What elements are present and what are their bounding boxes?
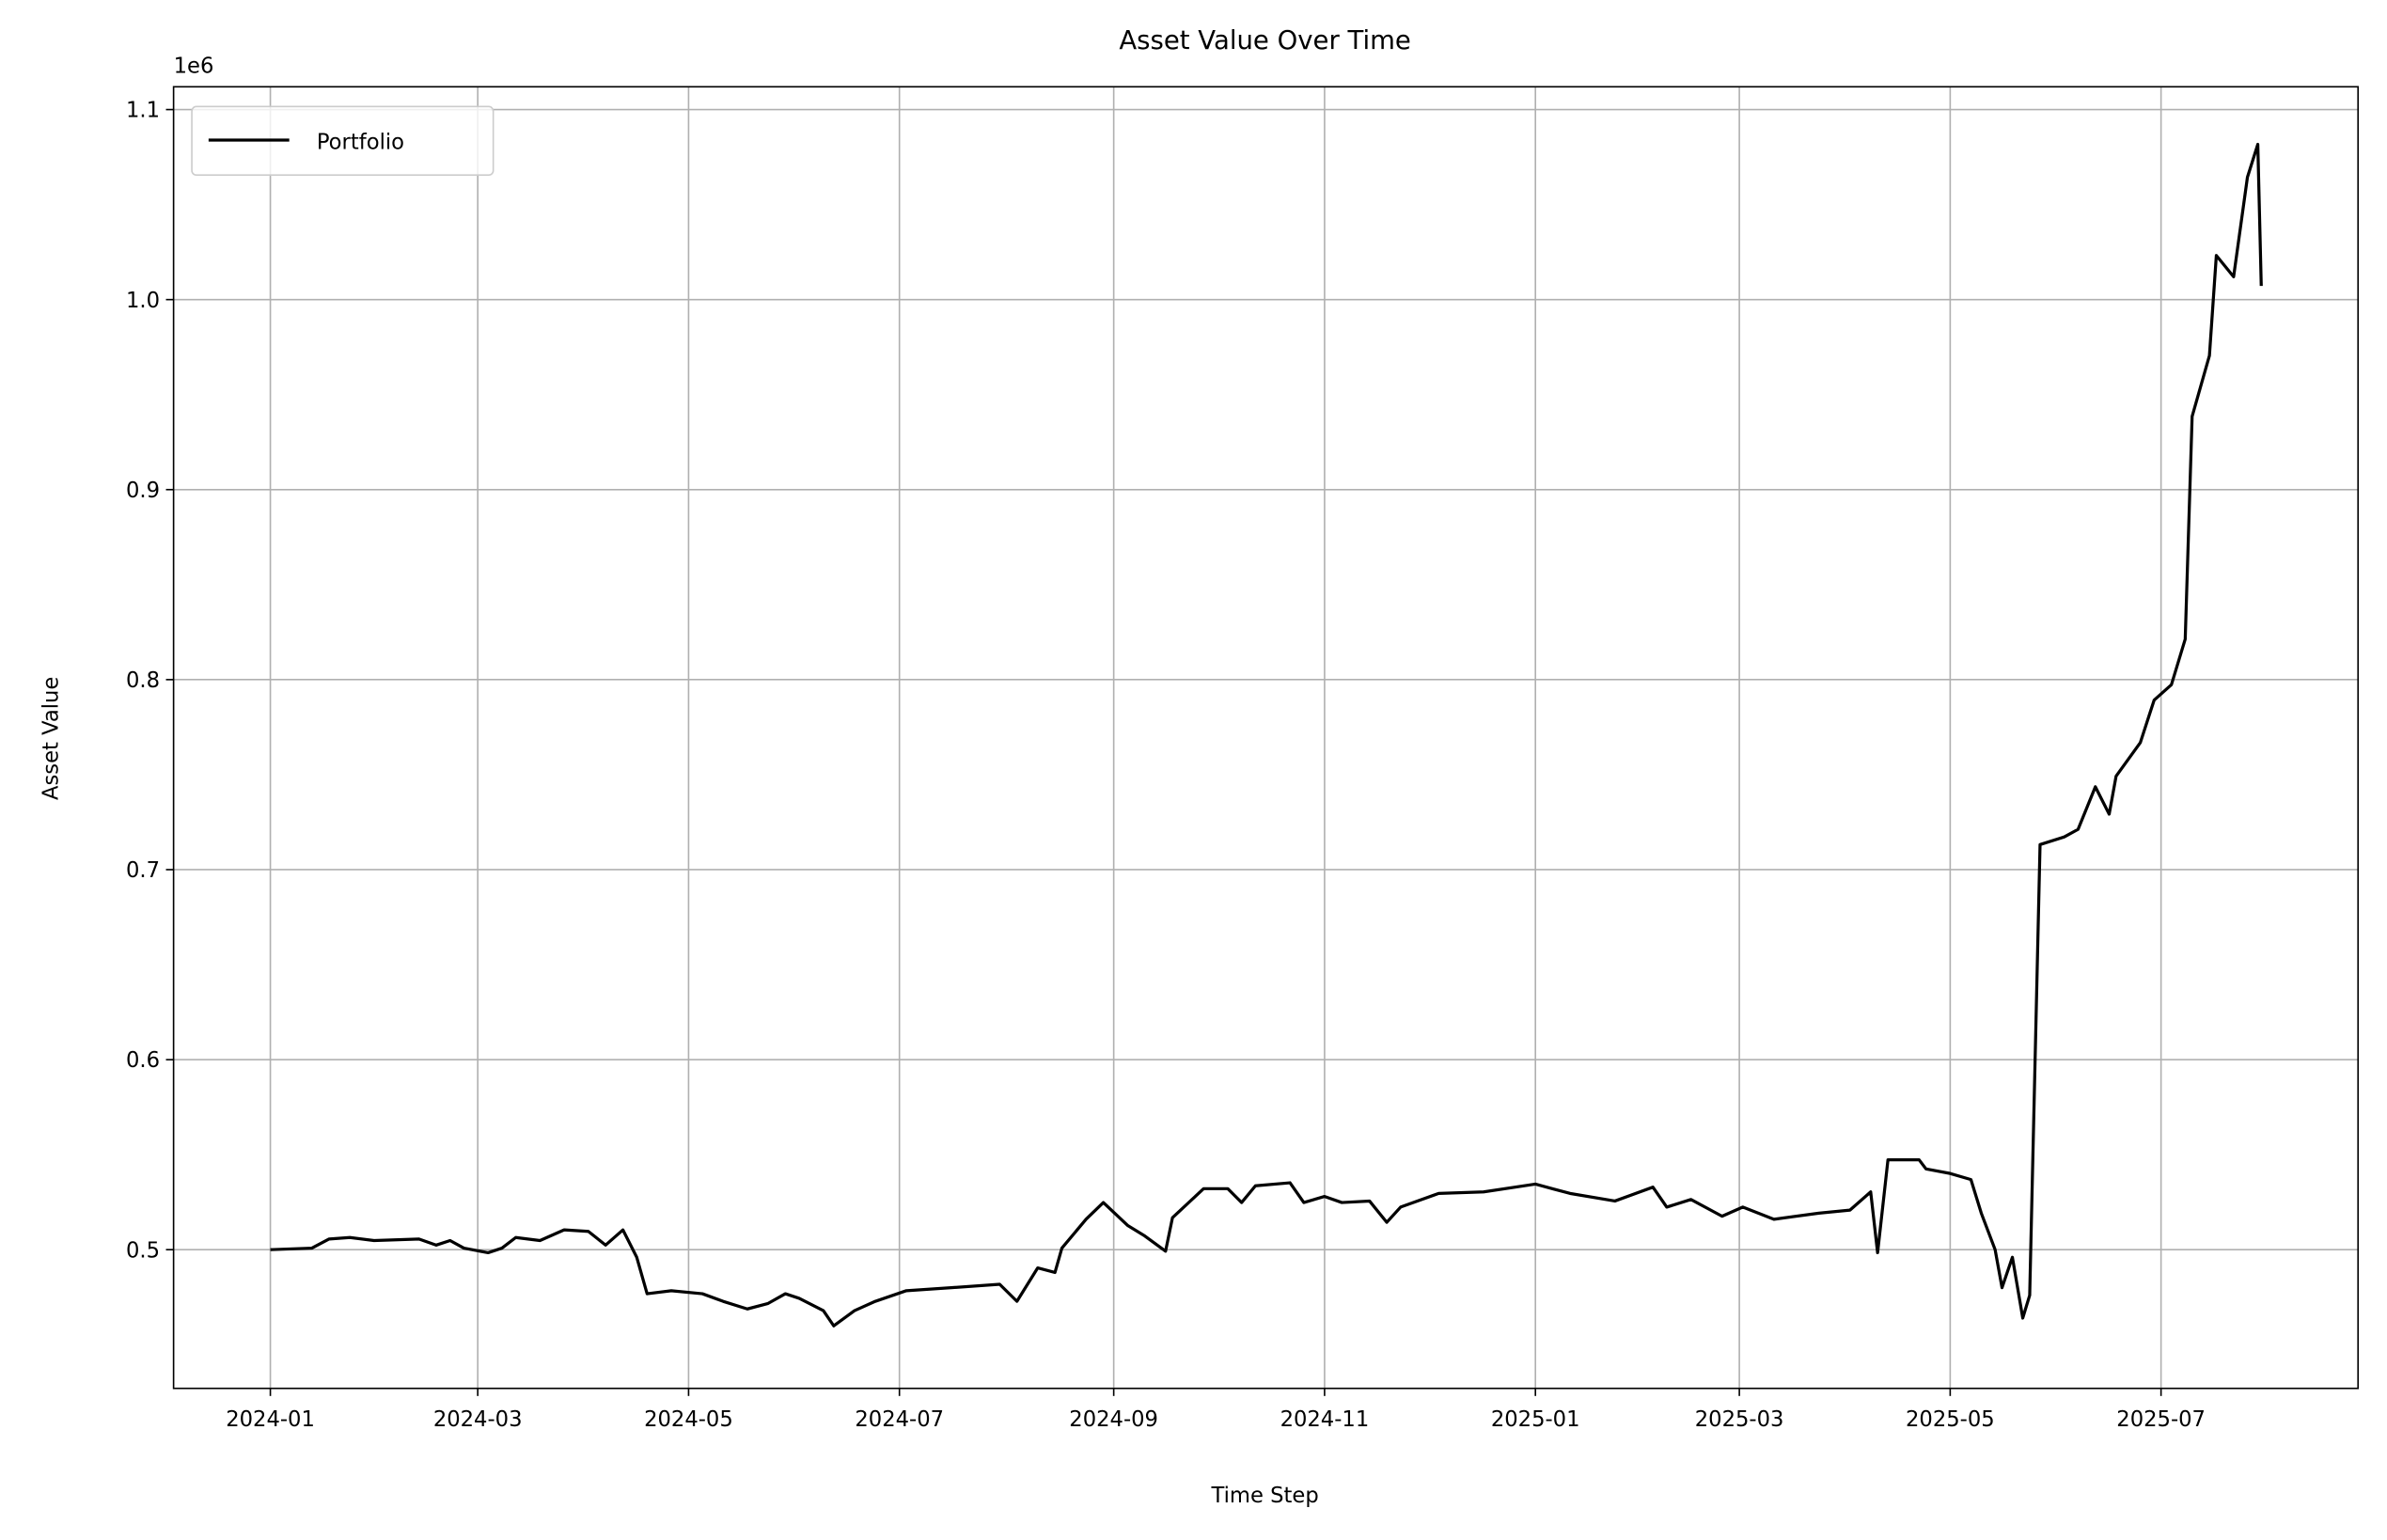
x-tick-label: 2024-09: [1069, 1407, 1158, 1432]
x-tick-label: 2025-01: [1491, 1407, 1580, 1432]
legend-box: [191, 105, 495, 177]
y-tick-label: 0.5: [126, 1238, 160, 1263]
x-tick-label: 2024-05: [644, 1407, 733, 1432]
x-axis-label: Time Step: [1210, 1484, 1318, 1508]
x-tick-label: 2024-11: [1280, 1407, 1370, 1432]
x-tick-label: 2025-03: [1695, 1407, 1784, 1432]
legend-label: Portfolio: [317, 131, 404, 155]
y-tick-label: 1.1: [126, 99, 160, 123]
y-offset-label: 1e6: [174, 55, 214, 79]
y-tick-label: 0.8: [126, 668, 160, 693]
y-tick-label: 1.0: [126, 289, 160, 313]
y-tick-label: 0.7: [126, 858, 160, 883]
x-tick-label: 2025-05: [1906, 1407, 1995, 1432]
line-series: [270, 142, 2263, 1328]
x-tick-label: 2024-03: [433, 1407, 523, 1432]
y-tick-label: 0.9: [126, 479, 160, 503]
y-tick-label: 0.6: [126, 1048, 160, 1073]
legend: Portfolio: [191, 105, 495, 177]
x-tick-label: 2025-07: [2116, 1407, 2206, 1432]
plot-frame: [172, 86, 2360, 1390]
grid: [173, 86, 2359, 1389]
x-tick-label: 2024-07: [855, 1407, 944, 1432]
y-axis-label: Asset Value: [39, 677, 64, 800]
chart-title: Asset Value Over Time: [1119, 25, 1411, 55]
x-tick-label: 2024-01: [226, 1407, 315, 1432]
